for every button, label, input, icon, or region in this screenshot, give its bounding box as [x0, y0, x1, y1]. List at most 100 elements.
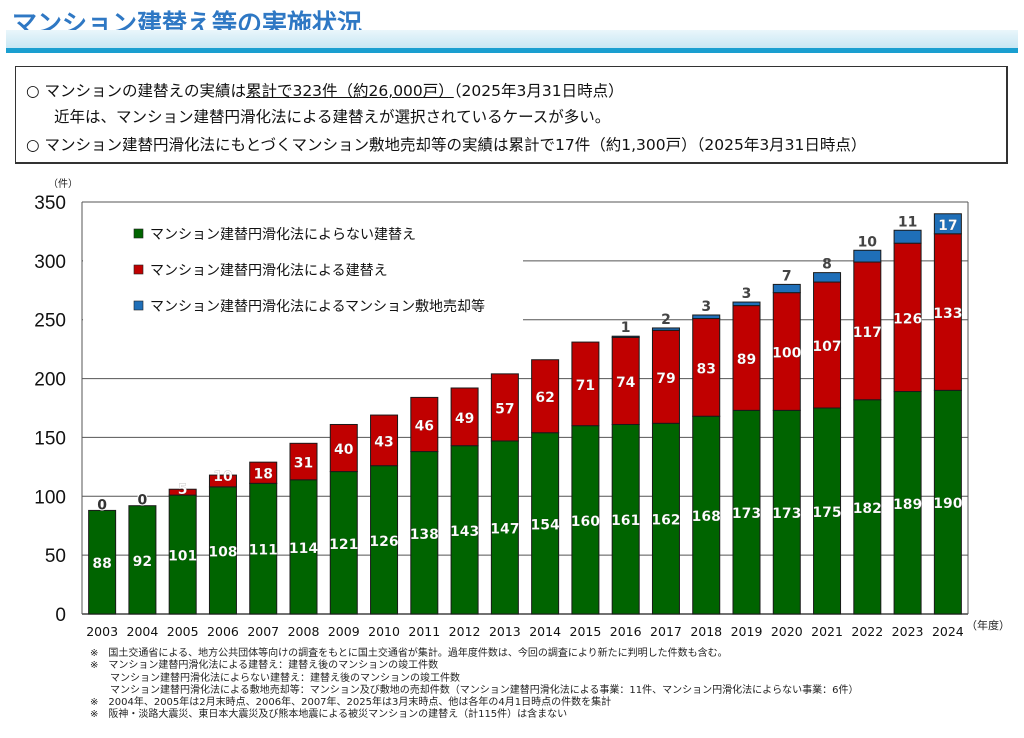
bar-segment [933, 389, 962, 615]
bar-segment [813, 407, 842, 615]
bar-segment [732, 409, 761, 615]
x-tick-label: 2021 [811, 624, 843, 639]
data-label: 88 [92, 556, 111, 572]
bar-segment [893, 229, 922, 244]
legend-swatch [133, 228, 144, 239]
bar-segment [208, 474, 237, 488]
x-tick-label: 2018 [690, 624, 722, 639]
bar-segment [531, 432, 560, 615]
bar-segment [168, 488, 197, 496]
bar-segment [772, 283, 801, 294]
x-tick-label: 2011 [408, 624, 440, 639]
data-label: 3 [742, 286, 752, 302]
bar-segment [651, 422, 680, 615]
bar-segment [611, 335, 640, 338]
data-label: 117 [853, 325, 882, 341]
bar-segment [450, 387, 479, 447]
data-label: 5 [178, 482, 188, 498]
x-tick-label: 2014 [529, 624, 561, 639]
legend-background [83, 212, 523, 330]
bar-segment [88, 509, 117, 615]
footnote: ※ 阪神・淡路大震災、東日本大震災及び熊本地震による被災マンションの建替え（計1… [90, 709, 568, 721]
x-tick-label: 2007 [247, 624, 279, 639]
data-label: 175 [812, 505, 841, 521]
data-label: 101 [168, 549, 197, 565]
data-label: 190 [933, 496, 962, 512]
summary-text: ○ マンションの建替えの実績は [26, 82, 246, 100]
data-label: 49 [455, 411, 474, 427]
data-label: 92 [133, 554, 152, 570]
bar-segment [611, 336, 640, 425]
y-tick-label: 200 [34, 370, 66, 391]
data-label: 89 [737, 352, 756, 368]
bar-segment [813, 281, 842, 409]
bar-segment [571, 425, 600, 615]
footnote: ※ マンション建替円滑化法による建替え：建替え後のマンションの竣工件数 [90, 660, 439, 672]
footnotes: ※ 国土交通省による、地方公共団体等向けの調査をもとに国土交通省が集計。過年度件… [90, 648, 859, 722]
data-label: 74 [616, 375, 636, 391]
bar-segment [651, 327, 680, 331]
x-tick-label: 2008 [288, 624, 320, 639]
bar-segment [853, 261, 882, 401]
footnote: ※ 国土交通省による、地方公共団体等向けの調査をもとに国土交通省が集計。過年度件… [90, 648, 728, 659]
x-tick-label: 2022 [851, 624, 883, 639]
data-label: 2 [661, 312, 671, 328]
x-tick-label: 2004 [127, 624, 159, 639]
bar-segment [329, 423, 358, 473]
data-label: 126 [369, 534, 398, 550]
bar-segment [410, 396, 439, 453]
data-label: 57 [495, 401, 514, 417]
y-tick-label: 100 [34, 487, 66, 508]
bar-segment [168, 494, 197, 615]
bar-segment [893, 391, 922, 615]
title-underline [6, 48, 1018, 53]
x-tick-label: 2010 [368, 624, 400, 639]
bar-segment [128, 505, 157, 615]
summary-highlight: 累計で323件（約26,000戸） [245, 82, 454, 100]
data-label: 160 [571, 514, 600, 530]
y-axis-unit: （件） [48, 178, 78, 190]
data-label: 147 [490, 521, 519, 537]
bar-segment [289, 442, 318, 481]
data-label: 133 [933, 306, 962, 322]
bar-segment [692, 318, 721, 417]
bar-segment [893, 242, 922, 393]
bar-segment [370, 414, 399, 467]
summary-line-1: ○ マンションの建替えの実績は累計で323件（約26,000戸）（2025年3月… [26, 79, 624, 101]
data-label: 182 [853, 501, 882, 517]
data-label: 71 [576, 378, 595, 394]
y-tick-label: 250 [34, 311, 66, 332]
bar-segment [410, 451, 439, 615]
data-label: 107 [812, 339, 841, 355]
data-label: 83 [696, 361, 715, 377]
x-tick-label: 2015 [570, 624, 602, 639]
summary-line-3: ○ マンション建替円滑化法にもとづくマンション敷地売却等の実績は累計で17件（約… [26, 136, 867, 154]
x-tick-label: 2024 [932, 624, 964, 639]
bar-segment [813, 272, 842, 283]
data-label: 114 [289, 541, 318, 557]
legend-label: マンション建替円滑化法によるマンション敷地売却等 [150, 298, 485, 315]
footnote: ※ 2004年、2005年は2月末時点、2006年、2007年、2025年は3月… [90, 697, 612, 709]
data-label: 143 [450, 524, 479, 540]
x-tick-label: 2006 [207, 624, 239, 639]
summary-date: （2025年3月31日時点） [453, 82, 624, 100]
data-label: 40 [334, 442, 354, 458]
bar-segment [490, 373, 519, 442]
data-label: 189 [893, 497, 922, 513]
summary-line-2: 近年は、マンション建替円滑化法による建替えが選択されているケースが多い。 [54, 108, 611, 126]
x-tick-label: 2023 [892, 624, 924, 639]
x-tick-label: 2009 [328, 624, 360, 639]
x-tick-label: 2017 [650, 624, 682, 639]
data-label: 173 [772, 506, 801, 522]
y-tick-label: 300 [34, 252, 66, 273]
data-label: 121 [329, 537, 358, 553]
summary-box: ○ マンションの建替えの実績は累計で323件（約26,000戸）（2025年3月… [15, 66, 1008, 164]
data-label: 3 [701, 299, 711, 315]
data-label: 7 [782, 268, 792, 284]
data-label: 0 [138, 493, 148, 509]
bar-segment [933, 213, 962, 235]
bar-segment [732, 305, 761, 411]
bar-segment [772, 292, 801, 411]
title-band [6, 30, 1018, 49]
y-tick-label: 350 [34, 193, 66, 214]
